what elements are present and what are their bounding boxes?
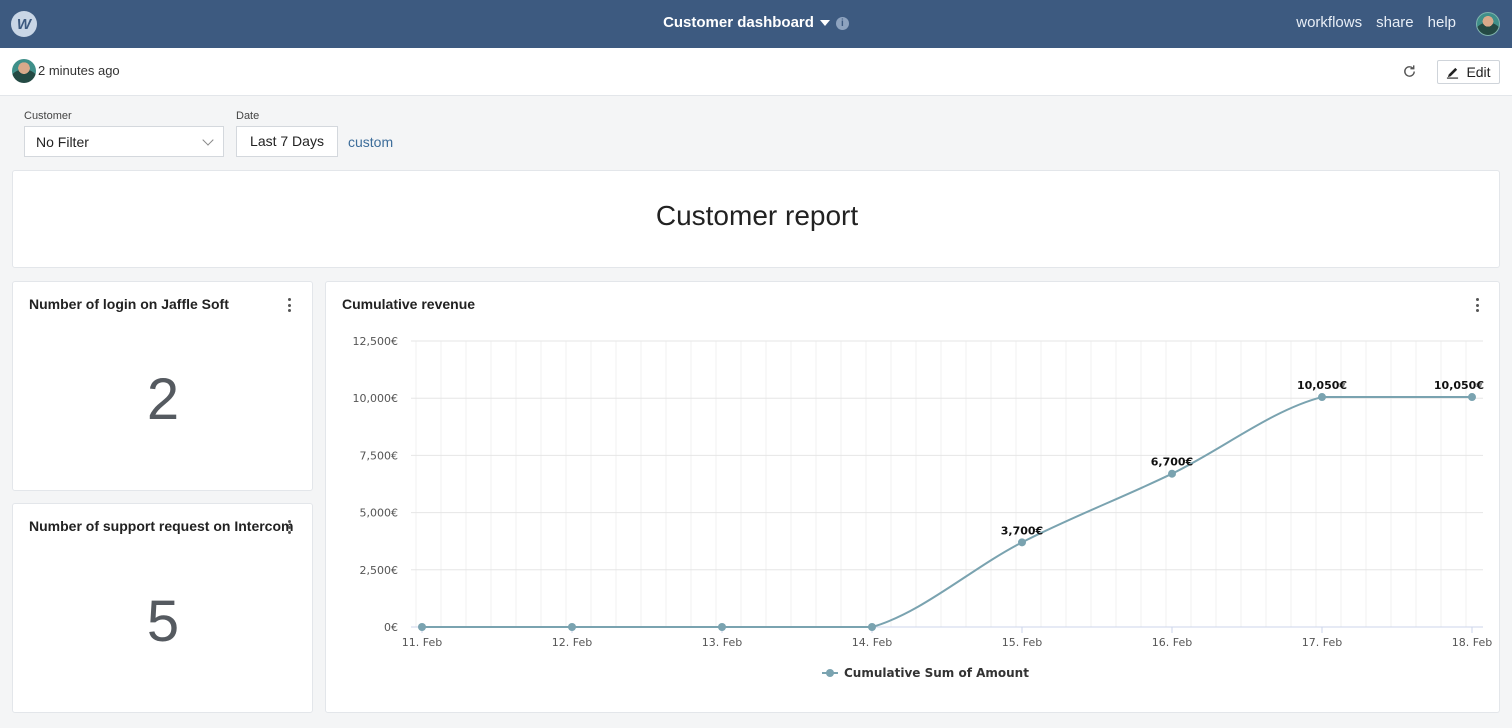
legend-label: Cumulative Sum of Amount bbox=[844, 666, 1029, 680]
data-label: 10,050€ bbox=[1297, 379, 1347, 392]
user-avatar[interactable] bbox=[1476, 12, 1500, 36]
data-point bbox=[1318, 393, 1326, 402]
more-options-icon[interactable] bbox=[288, 298, 292, 312]
edit-button[interactable]: Edit bbox=[1437, 60, 1500, 84]
customer-filter-label: Customer bbox=[24, 110, 72, 122]
kpi-title: Number of support request on Intercom bbox=[29, 518, 294, 534]
info-icon[interactable]: i bbox=[835, 16, 849, 30]
kpi-value: 2 bbox=[146, 367, 180, 432]
refresh-icon[interactable] bbox=[1402, 64, 1417, 79]
top-bar: W Customer dashboard i workflows share help bbox=[0, 0, 1512, 48]
y-tick-label: 10,000€ bbox=[353, 392, 399, 405]
chart-legend: Cumulative Sum of Amount bbox=[822, 666, 1029, 680]
report-title: Customer report bbox=[655, 200, 859, 231]
dashboard-title[interactable]: Customer dashboard i bbox=[0, 14, 1512, 31]
x-tick-label: 15. Feb bbox=[1002, 636, 1042, 649]
data-point bbox=[1168, 469, 1176, 478]
chart-title: Cumulative revenue bbox=[342, 296, 476, 312]
custom-date-link[interactable]: custom bbox=[348, 134, 394, 150]
chevron-down-icon bbox=[202, 134, 214, 146]
chevron-down-icon[interactable] bbox=[819, 20, 830, 27]
nav-share[interactable]: share bbox=[1376, 14, 1414, 31]
data-label: 3,700€ bbox=[1001, 524, 1043, 537]
date-filter-button[interactable]: Last 7 Days bbox=[236, 126, 338, 157]
kpi-card-logins: Number of login on Jaffle Soft 2 bbox=[12, 281, 313, 491]
more-options-icon[interactable] bbox=[1476, 298, 1480, 312]
x-tick-label: 16. Feb bbox=[1152, 636, 1192, 649]
more-options-icon[interactable] bbox=[288, 520, 292, 534]
app-logo[interactable]: W bbox=[11, 11, 37, 37]
logo-letter: W bbox=[16, 15, 32, 33]
customer-filter-value: No Filter bbox=[36, 134, 89, 150]
customer-filter-select[interactable]: No Filter bbox=[24, 126, 224, 157]
sub-bar: 2 minutes ago Edit bbox=[0, 48, 1512, 96]
x-tick-label: 18. Feb bbox=[1452, 636, 1492, 649]
chart-card: Cumulative revenue 0€ 2,500€ 5,000€ 7,500€ 1… bbox=[325, 281, 1500, 713]
data-label: 10,050€ bbox=[1434, 379, 1484, 392]
x-tick-label: 13. Feb bbox=[702, 636, 742, 649]
author-avatar bbox=[12, 59, 36, 83]
y-tick-label: 2,500€ bbox=[360, 564, 399, 577]
y-tick-label: 5,000€ bbox=[360, 507, 399, 520]
edit-label: Edit bbox=[1466, 64, 1491, 80]
nav-help[interactable]: help bbox=[1427, 14, 1456, 31]
data-point bbox=[418, 623, 426, 631]
x-tick-label: 17. Feb bbox=[1302, 636, 1342, 649]
x-tick-label: 14. Feb bbox=[852, 636, 892, 649]
dashboard-title-text: Customer dashboard bbox=[663, 14, 814, 31]
legend-marker bbox=[826, 669, 834, 677]
y-tick-label: 12,500€ bbox=[353, 335, 399, 348]
top-nav: workflows share help bbox=[1282, 14, 1456, 31]
revenue-chart: 0€ 2,500€ 5,000€ 7,500€ 10,000€ 12,500€ 11. Fe… bbox=[353, 335, 1493, 680]
data-point bbox=[718, 623, 726, 631]
y-tick-label: 7,500€ bbox=[360, 449, 399, 462]
kpi-card-support: Number of support request on Intercom 5 bbox=[12, 503, 313, 713]
series-line bbox=[421, 396, 1472, 628]
data-point bbox=[1468, 393, 1476, 402]
report-title-card: Customer report bbox=[12, 170, 1500, 268]
last-updated: 2 minutes ago bbox=[38, 63, 120, 78]
data-label: 6,700€ bbox=[1151, 456, 1193, 469]
y-tick-label: 0€ bbox=[384, 621, 398, 634]
data-point bbox=[1018, 538, 1026, 547]
x-tick-label: 11. Feb bbox=[402, 636, 442, 649]
data-point bbox=[568, 623, 576, 631]
x-tick-label: 12. Feb bbox=[552, 636, 592, 649]
kpi-title: Number of login on Jaffle Soft bbox=[29, 296, 229, 312]
date-filter-label: Date bbox=[236, 110, 260, 122]
pencil-icon bbox=[1447, 67, 1459, 79]
kpi-value: 5 bbox=[146, 589, 180, 654]
data-point bbox=[868, 623, 876, 631]
nav-workflows[interactable]: workflows bbox=[1296, 14, 1363, 31]
